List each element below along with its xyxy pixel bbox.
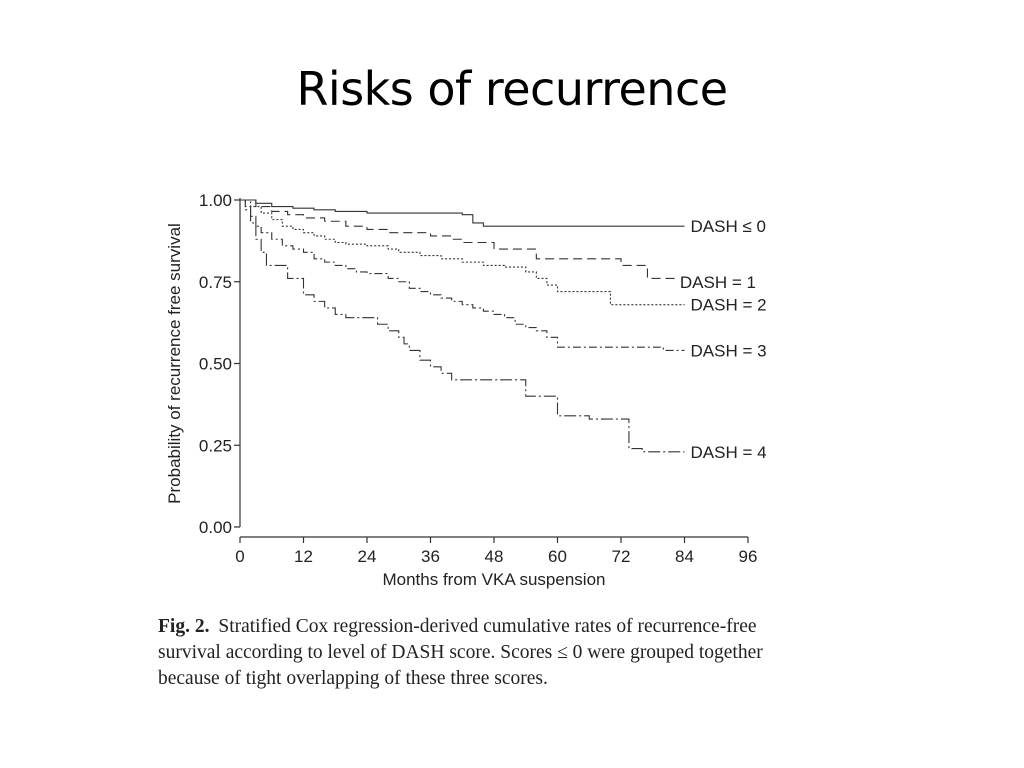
series-label-1: DASH ≤ 0: [691, 217, 766, 236]
figure-caption: Fig. 2. Stratified Cox regression-derive…: [158, 614, 798, 692]
x-tick-label: 0: [235, 547, 244, 566]
x-tick-label: 36: [421, 547, 440, 566]
x-tick-label: 60: [548, 547, 567, 566]
x-tick-label: 48: [485, 547, 504, 566]
y-axis-label: Probability of recurrence free survival: [165, 223, 184, 504]
x-tick-label: 72: [612, 547, 631, 566]
y-tick-label: 0.25: [199, 436, 232, 455]
caption-label: Fig. 2.: [158, 616, 210, 637]
series-label-5: DASH = 4: [691, 443, 767, 462]
x-tick-label: 96: [739, 547, 758, 566]
series-label-4: DASH = 3: [691, 341, 767, 360]
y-tick-label: 0.50: [199, 355, 232, 374]
y-tick-label: 0.00: [199, 518, 232, 537]
series-label-3: DASH = 2: [691, 296, 767, 315]
series-line-5: [240, 199, 685, 453]
caption-text: Stratified Cox regression-derived cumula…: [158, 616, 763, 689]
y-tick-label: 1.00: [199, 191, 232, 210]
series-line-2: [240, 199, 675, 282]
x-tick-label: 84: [675, 547, 694, 566]
y-tick-label: 0.75: [199, 273, 232, 292]
x-tick-label: 12: [294, 547, 313, 566]
slide-title: Risks of recurrence: [296, 62, 728, 116]
series-line-3: [240, 199, 685, 306]
x-tick-label: 24: [358, 547, 377, 566]
survival-chart: 0.00 0.25 0.50 0.75 1.00 0 12 24 36 48 60 72 84 96 Mon…: [165, 191, 767, 589]
series-line-4: [240, 199, 685, 351]
series-line-1: [240, 199, 685, 227]
series-label-2: DASH = 1: [680, 273, 756, 292]
x-axis-label: Months from VKA suspension: [382, 570, 605, 589]
